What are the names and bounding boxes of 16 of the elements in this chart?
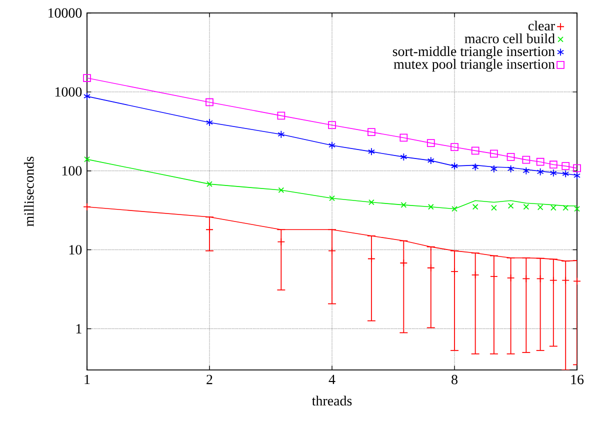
x-tick-label: 4 — [328, 374, 336, 384]
x-tick-label: 16 — [571, 374, 584, 384]
x-tick-label: 2 — [206, 374, 212, 384]
y-tick-label: 10000 — [48, 8, 82, 18]
legend-label: mutex pool triangle insertion — [394, 59, 555, 72]
x-tick-label: 1 — [84, 374, 90, 384]
x-axis-title: threads — [312, 396, 352, 406]
y-tick-label: 1 — [76, 324, 82, 334]
legend-label: macro cell build — [464, 33, 555, 44]
y-tick-label: 1000 — [55, 87, 82, 97]
x-tick-label: 8 — [452, 374, 458, 384]
legend-label: sort-middle triangle insertion — [392, 46, 555, 59]
y-tick-label: 100 — [62, 166, 82, 176]
y-tick-label: 10 — [69, 245, 82, 254]
y-axis-title: milliseconds — [24, 156, 34, 226]
legend-label: clear — [528, 20, 555, 31]
